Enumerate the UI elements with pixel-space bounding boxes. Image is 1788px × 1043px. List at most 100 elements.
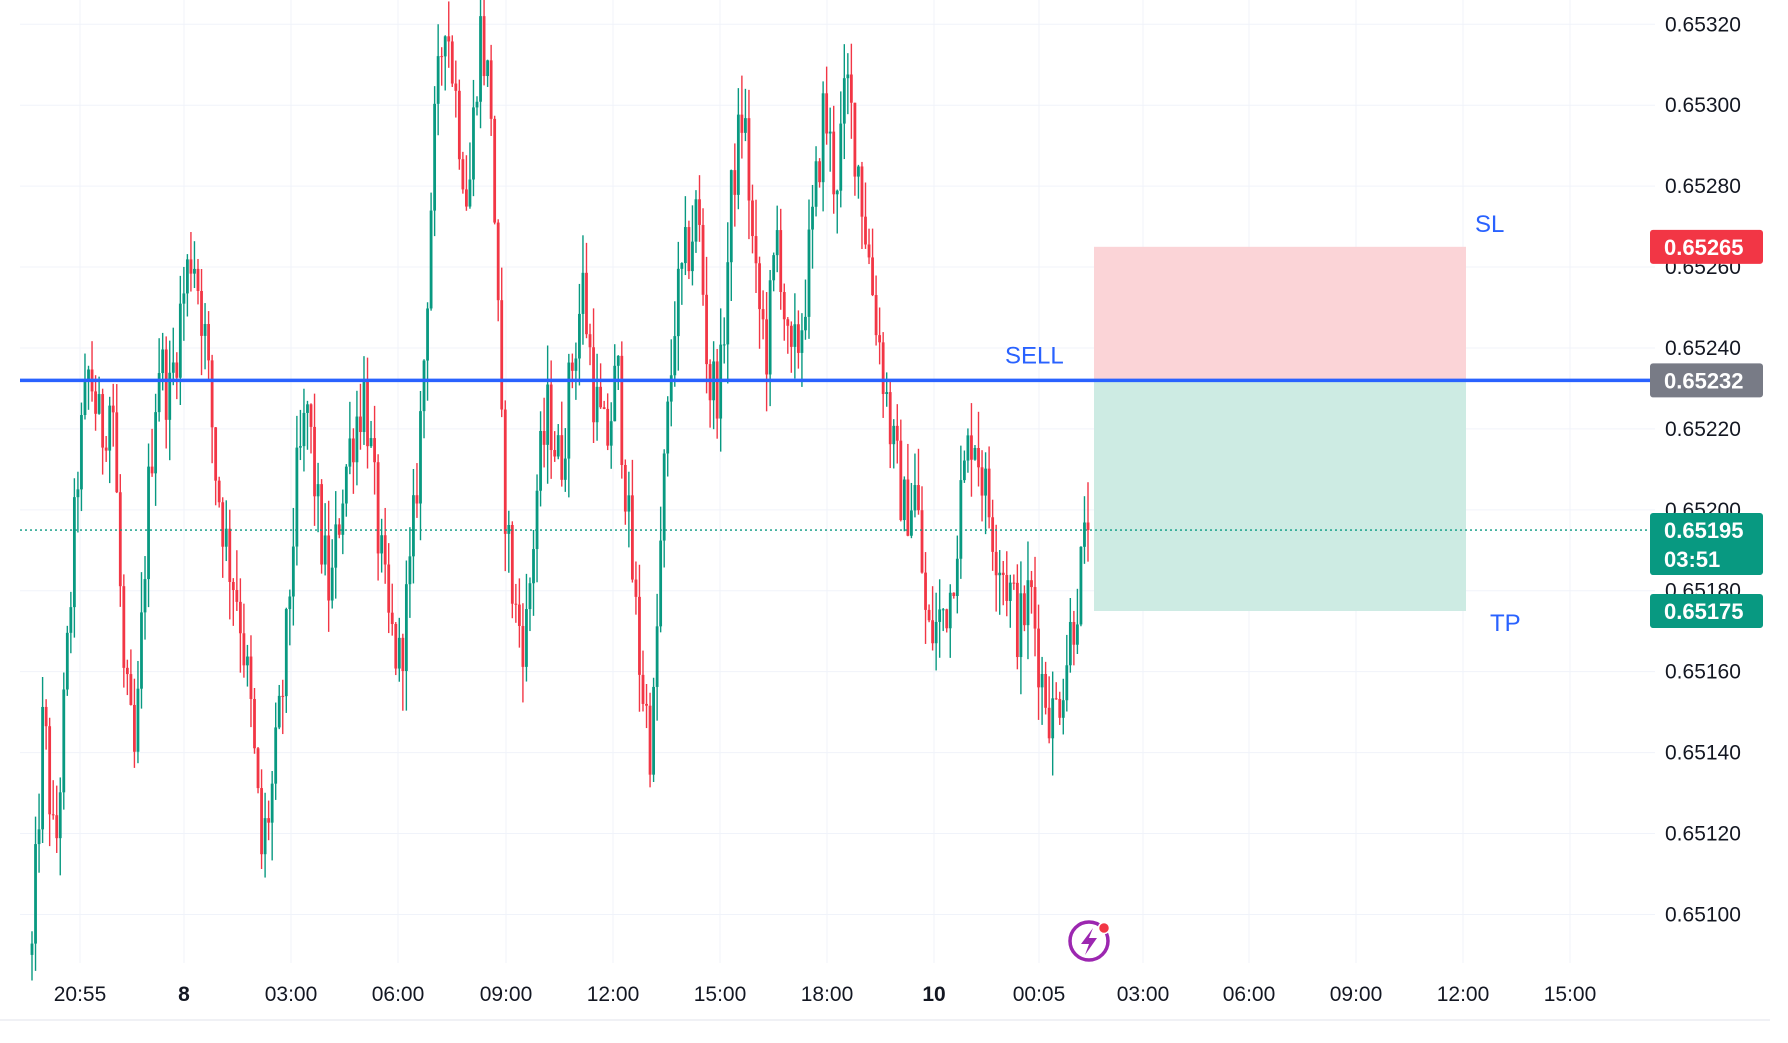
candle-body	[270, 783, 274, 823]
candle-body	[1079, 546, 1083, 625]
candle	[51, 780, 55, 820]
candle-body	[284, 609, 288, 697]
candle	[556, 424, 560, 460]
candle-body	[468, 179, 472, 207]
candle	[380, 518, 384, 573]
x-tick-label: 18:00	[801, 983, 854, 1006]
candle	[503, 400, 507, 572]
candle	[125, 659, 129, 696]
candle	[828, 107, 832, 172]
candle-body	[457, 90, 461, 160]
candle	[832, 105, 836, 214]
candle	[698, 175, 701, 242]
candle	[58, 777, 62, 876]
candle	[1083, 496, 1086, 564]
candle-body	[214, 427, 218, 481]
candle	[118, 474, 122, 607]
candle-body	[203, 324, 207, 336]
candle	[691, 205, 694, 286]
candle	[313, 393, 316, 526]
candle	[362, 356, 366, 445]
candle	[775, 205, 779, 273]
candle	[620, 341, 624, 479]
y-tick-label: 0.65160	[1665, 661, 1741, 684]
candle	[835, 189, 839, 234]
candle-body	[669, 375, 673, 402]
x-tick-label: 03:00	[265, 983, 318, 1006]
candle	[207, 311, 210, 380]
candle-body	[881, 342, 885, 395]
candle-body	[397, 637, 401, 669]
candle	[662, 449, 666, 568]
candle	[440, 47, 444, 86]
candle-body	[938, 609, 942, 622]
stop-loss-zone[interactable]	[1094, 246, 1466, 381]
candle	[1030, 570, 1033, 614]
candle	[351, 428, 355, 494]
candle-body	[500, 300, 504, 410]
candle-body	[532, 549, 535, 584]
candle-body	[249, 656, 253, 699]
candle-body	[786, 319, 790, 326]
candle-body	[238, 601, 242, 634]
candle-body	[51, 814, 55, 816]
candle-body	[76, 489, 80, 498]
candle	[948, 584, 952, 658]
candle-body	[652, 686, 655, 775]
candle	[570, 353, 574, 389]
candle	[422, 359, 426, 439]
candle-body	[775, 230, 779, 256]
candle-body	[200, 290, 203, 336]
candle	[429, 192, 433, 311]
candle-body	[857, 166, 860, 177]
candle	[108, 396, 112, 484]
candle-body	[313, 426, 316, 497]
take-profit-zone[interactable]	[1094, 380, 1466, 611]
candle	[1065, 634, 1069, 712]
candle-body	[631, 495, 634, 580]
candle	[821, 81, 825, 212]
candle-body	[659, 540, 663, 627]
candle-body	[355, 416, 359, 463]
candle	[938, 579, 942, 658]
candle	[581, 235, 585, 345]
candle	[796, 310, 800, 369]
x-tick-label: 15:00	[1544, 983, 1597, 1006]
candle-body	[595, 386, 599, 423]
candle	[984, 452, 987, 535]
candle-body	[412, 495, 415, 557]
candle	[496, 219, 500, 322]
y-tick-label: 0.65240	[1665, 337, 1741, 360]
candle	[818, 158, 821, 188]
take-profit-price-tag-text: 0.65175	[1664, 599, 1744, 624]
candle	[337, 518, 341, 539]
candle-body	[1068, 621, 1072, 666]
candle	[1026, 541, 1030, 660]
candle-body	[892, 425, 896, 445]
lightning-bolt-icon[interactable]	[1068, 920, 1111, 962]
candle-body	[970, 435, 973, 460]
candle-body	[496, 222, 500, 301]
candle-body	[920, 510, 924, 573]
candle-body	[1008, 582, 1012, 601]
candle	[729, 169, 733, 302]
candle-body	[1012, 582, 1016, 584]
x-tick-label: 09:00	[1330, 983, 1383, 1006]
candle	[104, 436, 108, 462]
candles[interactable]	[30, 0, 1090, 981]
candle-body	[934, 621, 938, 644]
candle	[779, 208, 783, 310]
candle-body	[193, 268, 196, 274]
candle	[235, 550, 239, 611]
candle-body	[330, 567, 334, 601]
candle-body	[606, 408, 610, 446]
candle	[754, 199, 758, 293]
candle-body	[115, 412, 119, 493]
candle-body	[175, 362, 179, 378]
candle-body	[931, 620, 935, 644]
candle	[991, 499, 995, 571]
candle	[366, 357, 369, 469]
candle-body	[440, 56, 444, 58]
